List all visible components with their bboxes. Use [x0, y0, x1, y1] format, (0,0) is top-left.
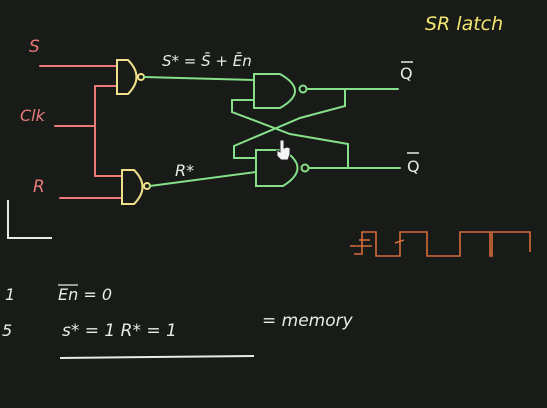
nand-gate-s: [116, 59, 145, 95]
note-line1-equation: En = 0: [58, 285, 112, 304]
title: SR latch: [425, 13, 503, 35]
note-line1-number: 1: [5, 285, 15, 304]
latch-bubble-top: [298, 84, 308, 94]
wire-feedback-qbar: [231, 99, 349, 169]
latch-nand-top: [253, 73, 308, 109]
note-line2-equation: s* = 1 R* = 1: [62, 321, 177, 341]
input-wires: [39, 65, 123, 199]
nand-gate-r: [121, 169, 151, 205]
r-star-label: R*: [175, 161, 194, 180]
note-underline: [59, 355, 255, 359]
output-label-q: Q: [400, 64, 413, 83]
note-line2-number: 5: [2, 321, 12, 340]
input-label-clk: Clk: [20, 106, 46, 125]
clock-waveform: [350, 231, 531, 257]
wire-r-star: [149, 171, 257, 187]
note-line2-result: = memory: [262, 311, 354, 331]
partial-waveform-axis: [7, 200, 52, 239]
wire-s-star: [143, 76, 255, 81]
s-star-label: S* = S̄ + Ēn: [162, 51, 252, 70]
input-label-s: S: [29, 37, 40, 57]
input-label-r: R: [33, 177, 45, 197]
latch-wires: [143, 76, 401, 187]
output-label-q-bar: Q: [407, 157, 420, 176]
latch-bubble-bottom: [300, 163, 310, 173]
wire-feedback-q: [233, 88, 346, 159]
hand-cursor-icon: [276, 139, 291, 161]
